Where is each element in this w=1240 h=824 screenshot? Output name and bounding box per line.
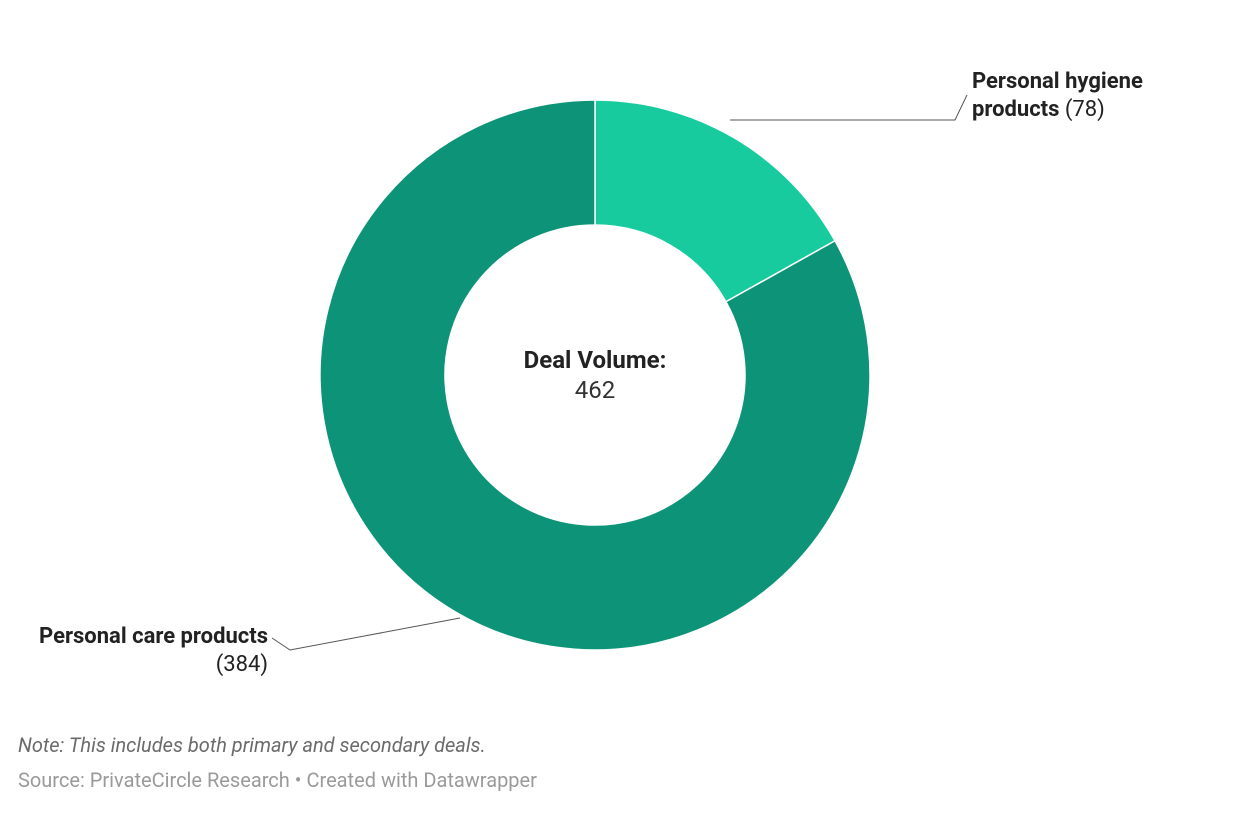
slice-label-care: Personal care products (384) xyxy=(18,623,268,678)
leader-line xyxy=(272,618,460,650)
slice-label-hygiene-value: (78) xyxy=(1065,97,1105,122)
chart-footer: Note: This includes both primary and sec… xyxy=(18,730,537,796)
slice-label-hygiene-line2: products xyxy=(972,97,1059,122)
footer-source: Source: PrivateCircle Research • Created… xyxy=(18,765,537,796)
donut-svg xyxy=(0,0,1240,824)
slice-label-care-value: (384) xyxy=(216,652,268,677)
leader-line xyxy=(730,95,967,120)
slice-label-hygiene: Personal hygiene products (78) xyxy=(972,68,1143,123)
footer-note: Note: This includes both primary and sec… xyxy=(18,730,537,761)
donut-chart: Deal Volume: 462 Personal hygiene produc… xyxy=(0,0,1240,824)
slice-label-care-line1: Personal care products xyxy=(39,624,268,649)
slice-label-hygiene-line1: Personal hygiene xyxy=(972,69,1143,94)
